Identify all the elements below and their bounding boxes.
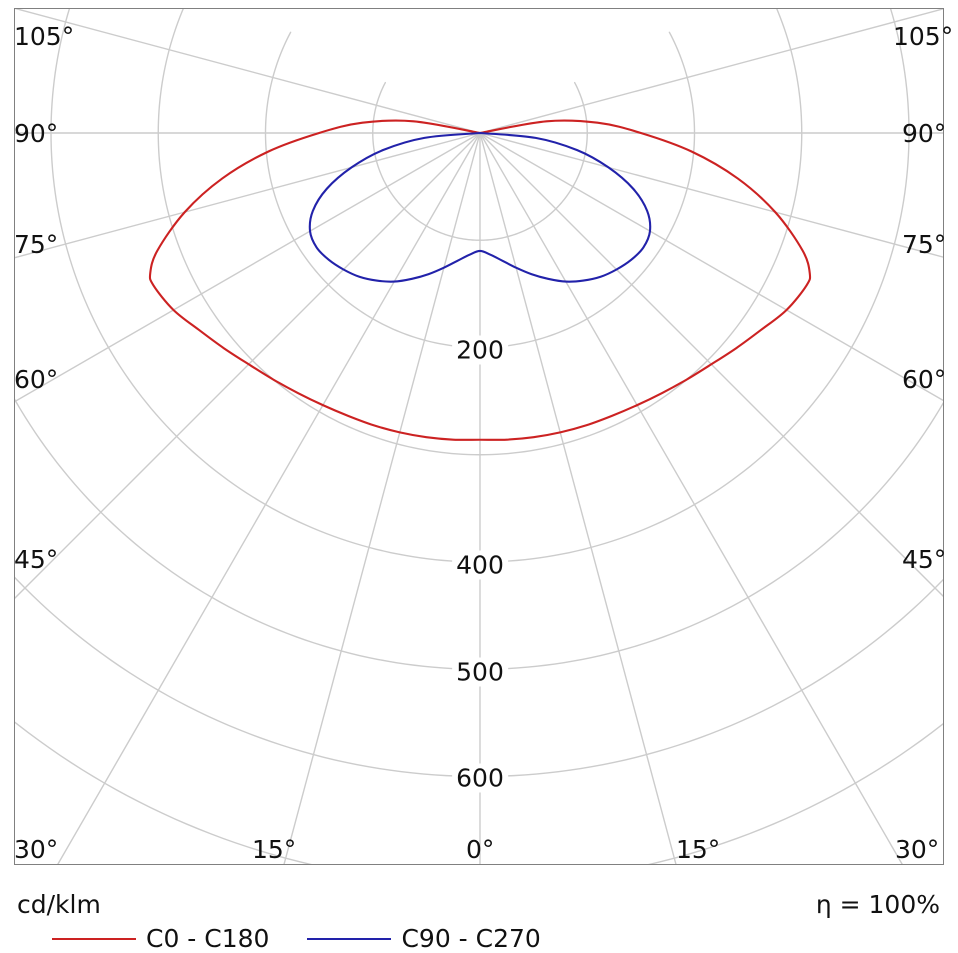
angle-tick-right-1: 90° — [902, 119, 947, 148]
radial-tick-400: 400 — [452, 550, 508, 580]
angle-tick-right-4: 45° — [902, 545, 947, 574]
legend-item-c0-c180: C0 - C180 — [52, 924, 269, 953]
plot-border — [14, 8, 944, 865]
angle-tick-left-4: 45° — [14, 545, 59, 574]
legend-label-c0-c180: C0 - C180 — [146, 924, 270, 953]
angle-tick-left-0: 105° — [14, 22, 75, 51]
efficiency-label: η = 100% — [815, 890, 940, 919]
legend-label-c90-c270: C90 - C270 — [401, 924, 541, 953]
angle-tick-left-2: 75° — [14, 230, 59, 259]
radial-tick-500: 500 — [452, 657, 508, 687]
legend-swatch-c90-c270 — [307, 937, 392, 940]
angle-tick-right-0: 105° — [893, 22, 954, 51]
angle-tick-left-5: 30° — [14, 835, 59, 864]
radial-tick-200: 200 — [452, 335, 508, 365]
angle-tick-right-2: 75° — [902, 230, 947, 259]
angle-tick-right-3: 60° — [902, 365, 947, 394]
angle-tick-bottom-0: 15° — [252, 835, 297, 864]
angle-tick-bottom-1: 0° — [466, 835, 495, 864]
angle-tick-left-1: 90° — [14, 119, 59, 148]
legend: C0 - C180 C90 - C270 — [52, 924, 541, 953]
angle-tick-right-5: 30° — [895, 835, 940, 864]
units-label: cd/klm — [17, 890, 101, 919]
legend-swatch-c0-c180 — [52, 937, 136, 940]
radial-tick-600: 600 — [452, 763, 508, 793]
angle-tick-bottom-2: 15° — [676, 835, 721, 864]
legend-item-c90-c270: C90 - C270 — [307, 924, 541, 953]
angle-tick-left-3: 60° — [14, 365, 59, 394]
